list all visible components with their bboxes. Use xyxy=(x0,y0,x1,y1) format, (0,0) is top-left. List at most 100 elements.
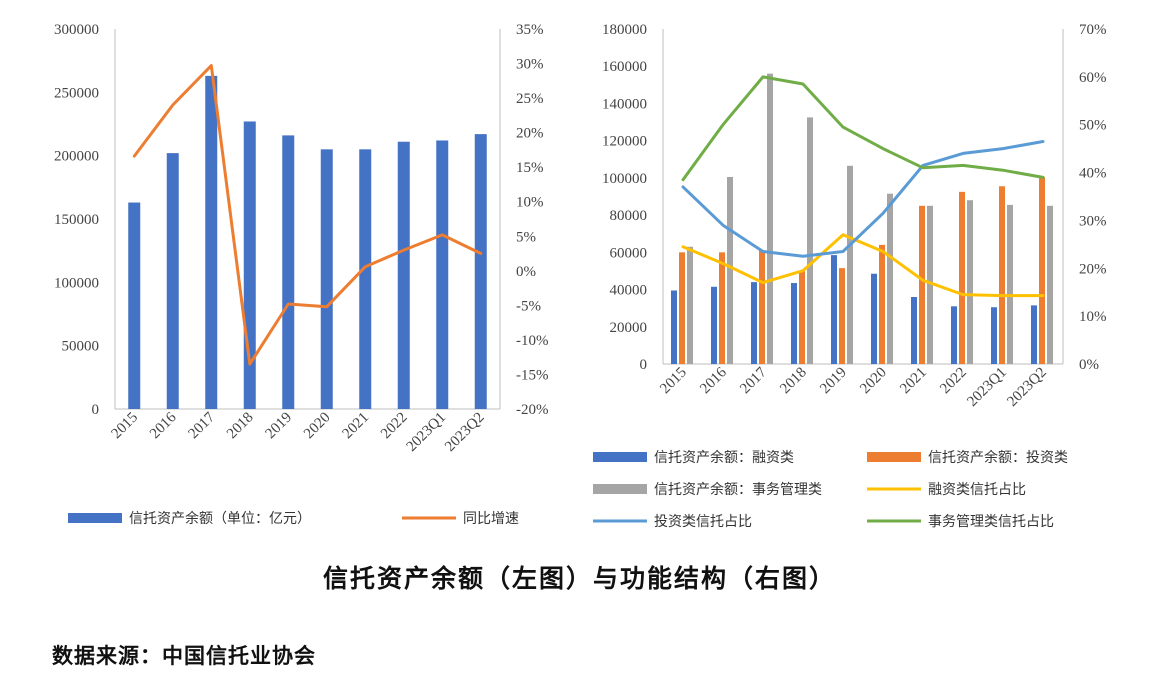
series-line-2 xyxy=(681,75,1045,182)
y-left-tick-label: 0 xyxy=(640,357,648,373)
series-line-0 xyxy=(681,233,1045,298)
x-tick-label: 2015 xyxy=(657,365,690,398)
bar-0-2022 xyxy=(397,141,410,409)
series-line-0 xyxy=(132,64,483,366)
x-tick-label: 2022 xyxy=(937,365,970,398)
bar-1-2018 xyxy=(799,270,805,364)
bar-0-2020 xyxy=(871,273,877,364)
y-right-tick-label: -5% xyxy=(516,298,541,314)
bar-0-2015 xyxy=(671,290,677,364)
y-right-tick-label: 35% xyxy=(516,22,544,38)
y-right-tick-label: 30% xyxy=(1079,213,1107,229)
y-left-tick-label: 100000 xyxy=(54,275,99,291)
bar-1-2022 xyxy=(959,191,965,364)
bar-0-2023Q2 xyxy=(474,134,487,409)
legend-swatch-bar xyxy=(68,513,122,523)
bar-0-2017 xyxy=(751,282,757,364)
y-right-tick-label: 25% xyxy=(516,91,544,107)
y-left-tick-label: 80000 xyxy=(610,208,648,224)
bar-2-2022 xyxy=(967,200,973,364)
legend-swatch-bar xyxy=(593,452,647,462)
x-tick-label: 2016 xyxy=(147,409,180,442)
bar-0-2021 xyxy=(359,149,372,410)
y-right-tick-label: -20% xyxy=(516,402,549,418)
x-tick-label: 2023Q2 xyxy=(1004,365,1049,410)
y-right-tick-label: 20% xyxy=(1079,261,1107,277)
legend-label: 信托资产余额：融资类 xyxy=(654,449,794,466)
y-left-tick-label: 150000 xyxy=(54,212,99,228)
bar-0-2018 xyxy=(243,121,256,409)
legend-label: 信托资产余额：事务管理类 xyxy=(654,481,822,498)
x-tick-label: 2016 xyxy=(697,364,730,397)
y-right-tick-label: 5% xyxy=(516,229,536,245)
x-tick-label: 2020 xyxy=(301,410,334,443)
bar-0-2021 xyxy=(911,297,917,364)
bar-2-2016 xyxy=(727,176,733,364)
bar-0-2023Q2 xyxy=(1031,305,1037,364)
chart-left-trust-asset-balance: 0 50000 100000 150000 200000 250000 300000 -20%… xyxy=(54,22,549,527)
bar-2-2020 xyxy=(887,193,893,364)
y-left-tick-label: 60000 xyxy=(610,245,648,261)
bar-2-2017 xyxy=(767,73,773,365)
chart-right-functional-structure: 0 20000 40000 60000 80000 100000 120000 140000 1… xyxy=(593,22,1107,530)
bar-1-2020 xyxy=(879,244,885,364)
x-tick-label: 2023Q1 xyxy=(404,410,449,455)
x-tick-label: 2017 xyxy=(186,409,219,442)
legend-label: 投资类信托占比 xyxy=(654,514,752,530)
legend-label: 信托资产余额（单位：亿元） xyxy=(129,510,311,527)
data-source-note: 数据来源：中国信托业协会 xyxy=(52,643,316,668)
bar-0-2023Q1 xyxy=(436,140,449,409)
legend-label: 融资类信托占比 xyxy=(928,482,1026,498)
legend-label: 信托资产余额：投资类 xyxy=(928,449,1068,466)
y-right-tick-label: 20% xyxy=(516,126,544,142)
bar-0-2022 xyxy=(951,306,957,364)
y-right-tick-label: 15% xyxy=(516,160,544,176)
bar-2-2023Q2 xyxy=(1047,205,1053,364)
bar-0-2023Q1 xyxy=(991,307,997,364)
x-tick-label: 2023Q1 xyxy=(964,365,1009,410)
y-left-tick-label: 300000 xyxy=(54,22,99,38)
y-left-tick-label: 180000 xyxy=(602,22,647,38)
bar-0-2016 xyxy=(711,286,717,364)
bar-0-2015 xyxy=(128,202,141,409)
y-left-tick-label: 100000 xyxy=(602,171,647,187)
bar-0-2017 xyxy=(205,75,218,409)
bar-0-2019 xyxy=(831,255,837,364)
bar-2-2023Q1 xyxy=(1007,204,1013,364)
y-left-tick-label: 160000 xyxy=(602,59,647,75)
bar-1-2017 xyxy=(759,250,765,364)
bar-0-2016 xyxy=(166,153,179,409)
x-tick-label: 2019 xyxy=(817,365,850,398)
bar-1-2015 xyxy=(679,252,685,364)
y-left-tick-label: 120000 xyxy=(602,134,647,150)
bar-1-2016 xyxy=(719,252,725,364)
y-left-tick-label: 20000 xyxy=(610,320,648,336)
y-right-tick-label: 0% xyxy=(1079,357,1099,373)
y-right-tick-label: 0% xyxy=(516,264,536,280)
series-line-1 xyxy=(681,140,1045,258)
bar-2-2015 xyxy=(687,246,693,364)
x-tick-label: 2018 xyxy=(777,365,810,398)
bar-1-2023Q1 xyxy=(999,186,1005,364)
x-tick-label: 2018 xyxy=(224,410,257,443)
y-right-tick-label: 10% xyxy=(1079,309,1107,325)
y-left-tick-label: 140000 xyxy=(602,96,647,112)
legend-swatch-bar xyxy=(867,452,921,462)
legend-label: 事务管理类信托占比 xyxy=(928,514,1054,530)
bar-2-2018 xyxy=(807,117,813,365)
x-tick-label: 2021 xyxy=(897,365,930,398)
bar-0-2019 xyxy=(282,135,295,409)
y-right-tick-label: 50% xyxy=(1079,118,1107,134)
x-tick-label: 2022 xyxy=(378,410,411,443)
bar-1-2023Q2 xyxy=(1039,176,1045,364)
y-right-tick-label: 60% xyxy=(1079,70,1107,86)
x-tick-label: 2021 xyxy=(340,410,373,443)
bar-2-2021 xyxy=(927,205,933,364)
y-left-tick-label: 50000 xyxy=(62,339,100,355)
legend-label: 同比增速 xyxy=(463,511,519,527)
y-left-tick-label: 40000 xyxy=(610,283,648,299)
y-right-tick-label: 40% xyxy=(1079,166,1107,182)
y-right-tick-label: -10% xyxy=(516,333,549,349)
y-left-tick-label: 200000 xyxy=(54,149,99,165)
